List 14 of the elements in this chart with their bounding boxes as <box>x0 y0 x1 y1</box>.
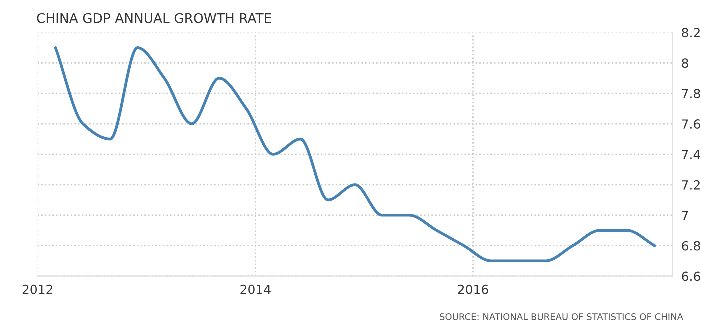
y-tick-label: 7 <box>682 211 688 220</box>
x-tick-label: 2014 <box>240 284 271 294</box>
y-tick-label: 7.4 <box>682 150 700 160</box>
y-tick-label: 7.6 <box>682 120 700 129</box>
y-tick-label: 6.6 <box>682 272 700 282</box>
y-tick-label: 7.8 <box>682 89 700 99</box>
y-tick-label: 6.8 <box>682 241 700 251</box>
y-tick-label: 7.2 <box>682 180 700 190</box>
chart-title: CHINA GDP ANNUAL GROWTH RATE <box>37 13 272 24</box>
x-tick-label: 2016 <box>458 284 488 294</box>
y-tick-label: 8.2 <box>682 28 700 38</box>
y-tick-label: 8 <box>682 58 688 68</box>
source-note: SOURCE: NATIONAL BUREAU OF STATISTICS OF CHINA <box>440 314 684 320</box>
x-tick-label: 2012 <box>22 284 53 294</box>
